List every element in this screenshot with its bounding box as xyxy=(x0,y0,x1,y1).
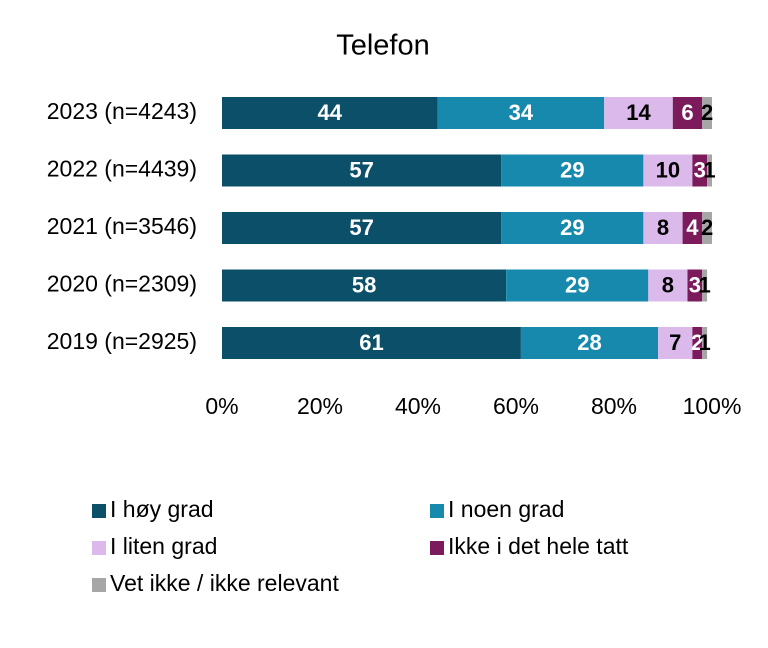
data-label: 29 xyxy=(565,272,589,297)
bar-segment xyxy=(520,327,659,359)
bar-segment xyxy=(501,212,644,244)
bar-segment xyxy=(222,97,438,129)
bar-segment xyxy=(222,269,507,302)
legend-label: I høy grad xyxy=(110,496,214,522)
x-tick-label: 20% xyxy=(297,393,343,419)
data-label: 1 xyxy=(703,157,715,182)
data-label: 29 xyxy=(560,215,584,240)
bar-segment xyxy=(692,327,703,359)
legend-swatch xyxy=(92,578,106,592)
data-label: 57 xyxy=(349,157,373,182)
data-label: 8 xyxy=(662,272,674,297)
bar-segment xyxy=(702,269,708,302)
bar-segment xyxy=(692,154,708,187)
bar-segment xyxy=(702,212,712,244)
data-label: 8 xyxy=(657,215,669,240)
bar-segment xyxy=(643,154,693,187)
data-label: 6 xyxy=(681,100,693,125)
legend-label: Vet ikke / ikke relevant xyxy=(110,570,339,596)
data-label: 28 xyxy=(577,330,601,355)
legend-label: I noen grad xyxy=(448,496,564,522)
legend-label: Ikke i det hele tatt xyxy=(448,533,629,559)
bar-segment xyxy=(672,97,703,129)
bar-segment xyxy=(222,212,502,244)
data-label: 10 xyxy=(656,157,680,182)
bar-segment xyxy=(682,212,703,244)
data-label: 1 xyxy=(699,330,711,355)
legend-swatch xyxy=(92,541,106,555)
legend-label: I liten grad xyxy=(110,533,217,559)
bar-segment xyxy=(707,154,712,187)
bar-segment xyxy=(222,154,502,187)
data-label: 57 xyxy=(349,215,373,240)
y-tick-label: 2019 (n=2925) xyxy=(47,328,197,354)
data-label: 2 xyxy=(701,100,713,125)
legend-swatch xyxy=(430,541,444,555)
data-label: 2 xyxy=(691,330,703,355)
data-label: 44 xyxy=(318,100,343,125)
data-label: 14 xyxy=(626,100,651,125)
legend-swatch xyxy=(92,504,106,518)
y-tick-label: 2023 (n=4243) xyxy=(47,98,197,124)
y-tick-label: 2021 (n=3546) xyxy=(47,213,197,239)
bar-segment xyxy=(222,327,521,359)
chart-title: Telefon xyxy=(336,30,430,62)
data-label: 61 xyxy=(359,330,383,355)
bar-segment xyxy=(658,327,693,359)
data-label: 29 xyxy=(560,157,584,182)
x-tick-label: 80% xyxy=(591,393,637,419)
bar-segment xyxy=(506,269,649,302)
bar-segment xyxy=(702,97,712,129)
bar-segment xyxy=(501,154,644,187)
x-tick-label: 40% xyxy=(395,393,441,419)
data-label: 58 xyxy=(352,272,376,297)
x-tick-label: 100% xyxy=(683,393,742,419)
data-label: 1 xyxy=(699,272,711,297)
data-label: 34 xyxy=(509,100,534,125)
bar-segment xyxy=(648,269,688,302)
data-label: 3 xyxy=(689,272,701,297)
bar-segment xyxy=(437,97,605,129)
y-tick-label: 2022 (n=4439) xyxy=(47,156,197,182)
data-label: 4 xyxy=(686,215,699,240)
bar-segment xyxy=(687,269,703,302)
data-label: 7 xyxy=(669,330,681,355)
data-label: 3 xyxy=(694,157,706,182)
x-tick-label: 0% xyxy=(205,393,238,419)
legend-swatch xyxy=(430,504,444,518)
x-tick-label: 60% xyxy=(493,393,539,419)
bar-segment xyxy=(604,97,673,129)
y-tick-label: 2020 (n=2309) xyxy=(47,271,197,297)
bar-segment xyxy=(702,327,708,359)
data-label: 2 xyxy=(701,215,713,240)
bar-segment xyxy=(643,212,683,244)
